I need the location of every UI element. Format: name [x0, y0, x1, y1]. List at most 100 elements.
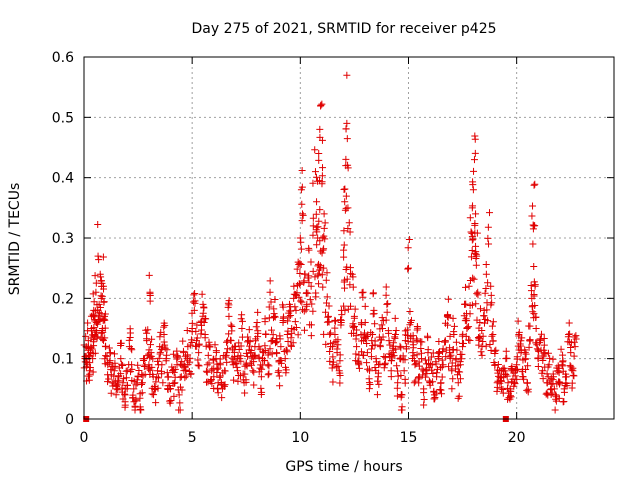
data-point-marker: [107, 389, 115, 397]
data-point-marker: [239, 370, 247, 378]
data-point-marker: [544, 349, 552, 357]
data-point-marker: [194, 356, 202, 364]
data-point-marker: [454, 394, 462, 402]
data-point-marker: [421, 373, 429, 381]
data-point-marker: [342, 125, 350, 133]
data-point-marker: [484, 317, 492, 325]
data-point-marker: [351, 305, 359, 313]
data-point-marker: [342, 204, 350, 212]
data-point-marker: [203, 368, 211, 376]
data-point-marker: [342, 265, 350, 273]
data-point-marker: [214, 389, 222, 397]
data-point-marker: [507, 393, 515, 401]
data-point-marker: [411, 377, 419, 385]
data-point-marker: [425, 377, 433, 385]
data-point-marker: [179, 337, 187, 345]
data-point-marker: [517, 346, 525, 354]
y-tick-label: 0: [65, 412, 74, 428]
data-point-marker: [361, 318, 369, 326]
data-point-marker: [447, 351, 455, 359]
data-point-marker: [396, 342, 404, 350]
data-point-marker: [358, 289, 366, 297]
data-point-marker: [369, 290, 377, 298]
data-point-marker: [262, 330, 270, 338]
data-point-marker: [101, 324, 109, 332]
data-point-marker: [103, 352, 111, 360]
x-tick-label: 5: [188, 430, 197, 446]
data-point-marker: [117, 370, 125, 378]
data-point-marker: [340, 241, 348, 249]
data-point-marker: [423, 332, 431, 340]
data-point-marker: [154, 367, 162, 375]
data-point-marker: [506, 387, 514, 395]
data-point-marker: [315, 217, 323, 225]
data-point-marker: [532, 325, 540, 332]
data-point-marker: [463, 317, 471, 325]
data-point-marker: [316, 206, 324, 214]
data-point-marker: [178, 386, 186, 394]
data-point-marker: [305, 279, 313, 287]
data-point-marker: [238, 317, 246, 325]
data-point-marker: [417, 338, 425, 346]
data-point-marker: [379, 325, 387, 332]
data-point-marker: [320, 210, 328, 218]
data-point-marker: [244, 337, 252, 345]
data-point-marker: [95, 300, 103, 308]
data-point-marker: [258, 388, 266, 396]
data-point-marker: [192, 327, 200, 335]
data-point-marker: [321, 219, 329, 227]
data-point-marker: [92, 288, 100, 296]
data-point-marker: [232, 359, 240, 367]
data-point-marker: [397, 371, 405, 379]
data-point-marker: [406, 308, 414, 316]
data-point-marker: [571, 333, 579, 341]
data-point-marker: [450, 322, 458, 330]
data-point-marker: [487, 291, 495, 299]
data-point-marker: [522, 350, 530, 358]
data-point-marker: [319, 164, 327, 172]
data-point-marker: [100, 315, 108, 323]
data-point-marker: [88, 345, 96, 353]
y-tick-label: 0.5: [52, 110, 74, 126]
data-point-marker: [318, 172, 326, 180]
data-point-marker: [119, 362, 127, 370]
data-point-marker: [143, 329, 151, 337]
data-point-marker: [296, 280, 304, 288]
data-point-marker: [568, 379, 576, 387]
data-point-marker: [315, 156, 323, 164]
data-point-marker: [532, 313, 540, 321]
data-point-marker: [424, 356, 432, 364]
data-point-marker: [270, 305, 278, 313]
data-point-marker: [466, 214, 474, 222]
data-point-marker: [198, 326, 206, 334]
data-point-marker: [227, 321, 235, 329]
data-point-marker: [307, 332, 315, 340]
data-point-marker: [155, 374, 163, 382]
data-point-marker: [452, 338, 460, 346]
data-point-marker: [379, 333, 387, 341]
data-point-marker: [544, 363, 552, 371]
data-point-marker: [117, 341, 125, 349]
data-point-marker: [537, 335, 545, 343]
data-point-marker: [138, 380, 146, 388]
data-point-marker: [315, 150, 323, 158]
data-point-marker: [516, 340, 524, 348]
data-point-marker: [190, 291, 198, 299]
data-point-marker: [549, 376, 557, 384]
data-point-marker: [140, 362, 148, 370]
data-point-marker: [477, 348, 485, 356]
data-point-marker: [221, 381, 229, 389]
data-point-marker: [245, 326, 253, 334]
data-point-marker: [306, 296, 314, 304]
data-point-marker: [188, 319, 196, 327]
data-point-marker: [524, 388, 532, 396]
data-point-marker: [328, 364, 336, 372]
data-point-marker: [266, 288, 274, 296]
data-point-marker: [340, 253, 348, 261]
data-point-marker: [484, 279, 492, 287]
data-point-marker: [100, 298, 108, 306]
data-point-marker: [413, 337, 421, 345]
data-point-marker: [401, 375, 409, 383]
data-point-marker: [432, 360, 440, 368]
x-tick-label: 0: [80, 430, 89, 446]
